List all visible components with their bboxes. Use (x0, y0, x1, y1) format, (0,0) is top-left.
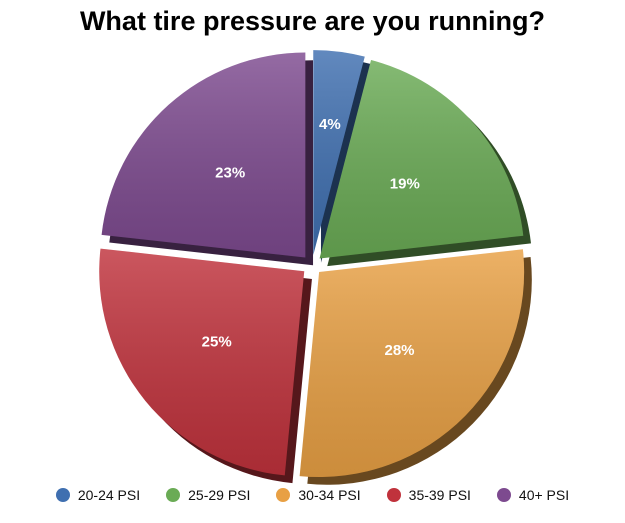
legend-swatch-35-39-psi (386, 488, 401, 502)
legend-label-30-34-psi: 30-34 PSI (298, 487, 361, 503)
slice-shading-20-24-psi (313, 50, 365, 256)
slice-label-35-39-psi: 25% (202, 333, 232, 350)
legend-item-20-24-psi: 20-24 PSI (55, 487, 141, 503)
legend-label-40-psi: 40+ PSI (518, 487, 570, 503)
slice-shading-40-psi (101, 52, 306, 258)
legend: 20-24 PSI 25-29 PSI 30-34 PSI 35-39 PSI 40+ … (0, 487, 625, 503)
slice-shading-35-39-psi (99, 248, 305, 476)
slice-label-20-24-psi: 4% (319, 116, 341, 133)
legend-item-35-39-psi: 35-39 PSI (386, 487, 471, 503)
legend-swatch-20-24-psi (55, 488, 70, 502)
legend-label-35-39-psi: 35-39 PSI (408, 487, 471, 503)
slice-label-40-psi: 23% (215, 164, 245, 181)
legend-swatch-40-psi (496, 488, 511, 502)
legend-item-40-psi: 40+ PSI (496, 487, 570, 503)
slice-shading-25-29-psi (319, 60, 524, 259)
legend-label-20-24-psi: 20-24 PSI (77, 487, 141, 503)
legend-item-30-34-psi: 30-34 PSI (276, 487, 361, 503)
legend-item-25-29-psi: 25-29 PSI (166, 487, 250, 503)
legend-swatch-30-34-psi (276, 488, 291, 502)
legend-label-25-29-psi: 25-29 PSI (188, 487, 251, 503)
slice-label-25-29-psi: 19% (390, 176, 420, 193)
legend-swatch-25-29-psi (166, 488, 181, 502)
chart-title: What tire pressure are you running? (79, 6, 546, 36)
slice-label-30-34-psi: 28% (384, 342, 414, 359)
slice-shading-30-34-psi (299, 249, 525, 478)
